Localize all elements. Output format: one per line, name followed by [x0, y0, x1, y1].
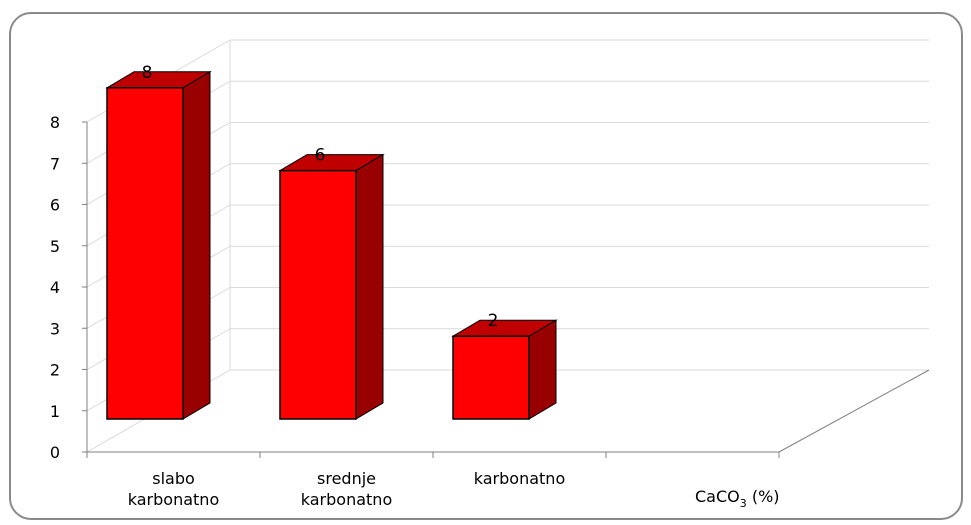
bar [278, 153, 385, 420]
y-tick-label: 7 [50, 154, 60, 173]
y-tick-label: 0 [50, 443, 60, 462]
x-category-label: karbonatno [474, 469, 565, 488]
data-label: 8 [142, 63, 153, 83]
bar [451, 319, 558, 420]
data-label: 2 [488, 311, 499, 331]
bar-front-face [452, 335, 530, 420]
axes [82, 121, 930, 458]
y-tick-label: 2 [50, 361, 60, 380]
bar [105, 70, 212, 420]
y-tick-label: 1 [50, 402, 60, 421]
x-category-label: srednje karbonatno [301, 469, 392, 509]
y-tick-label: 5 [50, 237, 60, 256]
labels: 0 1 2 3 4 5 6 7 8 slabo karbonatno srednje karbonatn… [50, 63, 565, 509]
y-tick-label: 8 [50, 113, 60, 132]
bar-side-face [182, 70, 211, 420]
floor-right-edge [778, 369, 930, 453]
x-category-label: slabo karbonatno [128, 469, 219, 509]
y-tick-label: 3 [50, 319, 60, 338]
data-label: 6 [315, 146, 326, 166]
bars [105, 70, 558, 420]
bar-side-face [528, 319, 557, 420]
y-tick-label: 6 [50, 196, 60, 215]
x-axis-title: CaCO3 (%) [695, 487, 780, 510]
bar-front-face [106, 87, 184, 420]
y-tick-label: 4 [50, 278, 60, 297]
bar-side-face [355, 153, 384, 420]
bar-front-face [279, 169, 357, 420]
